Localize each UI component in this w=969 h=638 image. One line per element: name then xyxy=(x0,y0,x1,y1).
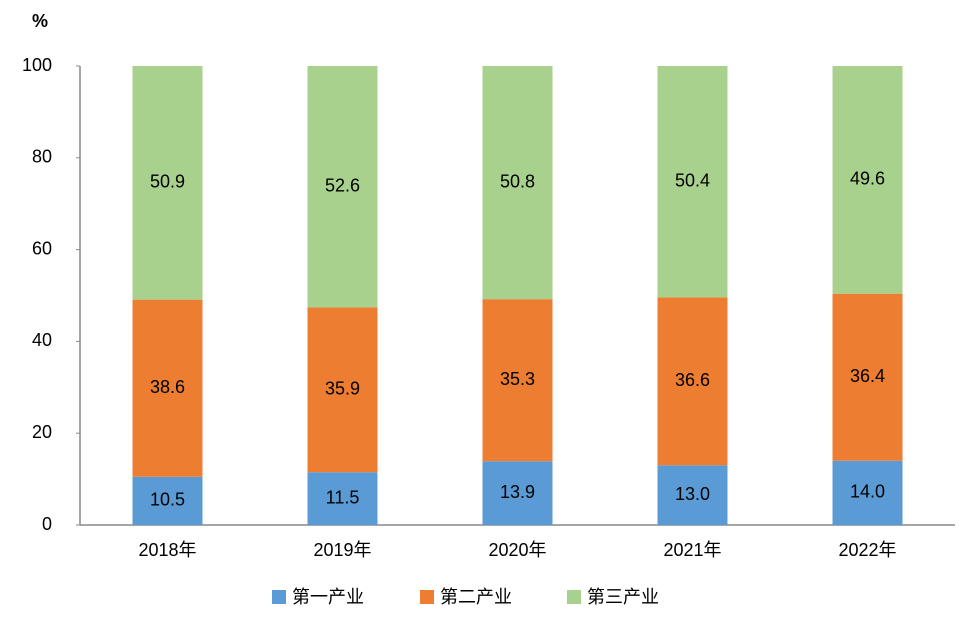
y-tick-label: 100 xyxy=(22,55,52,75)
bar-segment xyxy=(657,465,728,525)
y-tick-label: 60 xyxy=(32,238,52,258)
legend-label: 第一产业 xyxy=(292,587,364,607)
bar-segment xyxy=(307,472,378,525)
y-tick-label: 0 xyxy=(42,514,52,534)
data-label: 10.5 xyxy=(150,490,185,510)
bar-segment xyxy=(482,461,553,525)
bar-segment xyxy=(482,299,553,462)
data-label: 13.0 xyxy=(675,484,710,504)
data-label: 36.6 xyxy=(675,370,710,390)
bar-segment xyxy=(132,299,203,477)
data-label: 35.9 xyxy=(325,379,360,399)
bar-segment xyxy=(832,460,903,525)
bar-segment xyxy=(657,66,728,298)
data-label: 50.9 xyxy=(150,172,185,192)
y-tick-label: 40 xyxy=(32,330,52,350)
x-tick-label: 2018年 xyxy=(138,540,196,560)
x-tick-label: 2022年 xyxy=(838,540,896,560)
bar-segment xyxy=(132,476,203,525)
bar-segment xyxy=(307,66,378,308)
x-tick-label: 2021年 xyxy=(663,540,721,560)
y-tick-label: 20 xyxy=(32,422,52,442)
data-label: 11.5 xyxy=(326,487,360,507)
bar-segment xyxy=(132,66,203,300)
legend-swatch xyxy=(567,590,581,604)
legend-swatch xyxy=(420,590,434,604)
data-label: 50.8 xyxy=(500,171,535,191)
data-label: 35.3 xyxy=(500,369,535,389)
x-tick-label: 2019年 xyxy=(313,540,371,560)
bar-segment xyxy=(307,307,378,473)
y-tick-label: 80 xyxy=(32,147,52,167)
data-label: 50.4 xyxy=(675,170,710,190)
bar-segment xyxy=(657,297,728,466)
data-label: 36.4 xyxy=(850,366,885,386)
legend-swatch xyxy=(272,590,286,604)
bar-segment xyxy=(482,66,553,300)
data-label: 52.6 xyxy=(325,175,360,195)
bar-segment xyxy=(832,66,903,294)
data-label: 14.0 xyxy=(850,482,885,502)
x-tick-label: 2020年 xyxy=(488,540,546,560)
data-label: 13.9 xyxy=(500,482,535,502)
bar-segment xyxy=(832,293,903,461)
y-unit-label: % xyxy=(32,11,48,31)
legend-label: 第三产业 xyxy=(587,587,659,607)
data-label: 38.6 xyxy=(150,377,185,397)
legend-label: 第二产业 xyxy=(440,587,512,607)
data-label: 49.6 xyxy=(850,169,885,189)
